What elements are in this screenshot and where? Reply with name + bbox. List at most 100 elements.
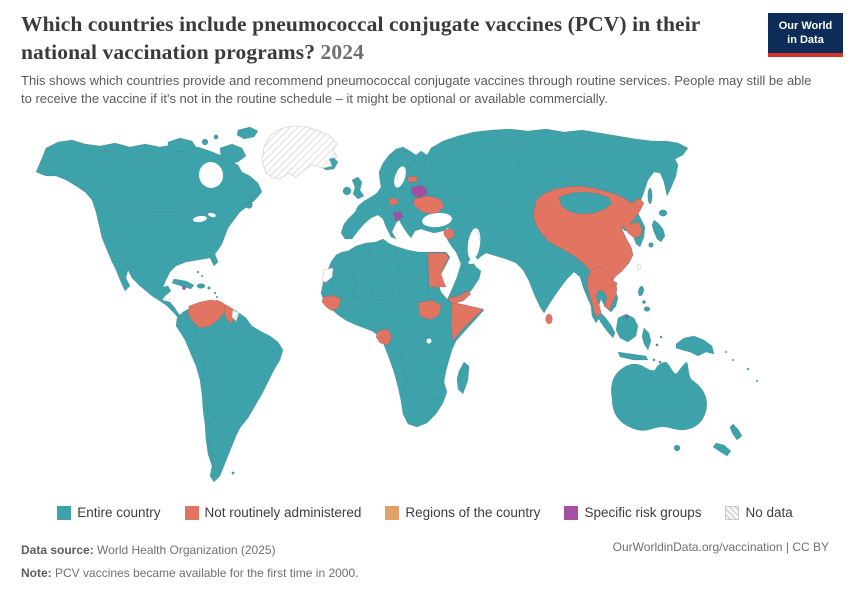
map-region-indochina[interactable] <box>586 265 618 319</box>
hudson-bay <box>198 162 224 188</box>
map-region-pacific-islands[interactable] <box>724 350 759 383</box>
map-region-australia[interactable] <box>611 361 708 431</box>
map-region-hainan[interactable] <box>612 281 618 287</box>
map-region-ukraine[interactable] <box>413 195 445 215</box>
map-legend: Entire country Not routinely administere… <box>0 505 850 520</box>
map-region-cuba[interactable] <box>171 278 195 290</box>
map-region-south-sudan[interactable] <box>417 299 442 321</box>
map-region-new-zealand-north[interactable] <box>729 423 743 441</box>
map-region-java[interactable] <box>617 351 649 361</box>
owid-logo-line1: Our World <box>778 20 833 32</box>
map-region-sakhalin[interactable] <box>647 187 653 205</box>
map-region-puerto-rico[interactable] <box>207 286 211 290</box>
map-region-arctic-island[interactable] <box>213 134 219 140</box>
no-data-layer <box>231 125 642 322</box>
legend-chip-not-routine <box>184 505 199 520</box>
map-region-taiwan[interactable] <box>636 263 642 271</box>
map-region-greenland[interactable] <box>261 125 338 180</box>
legend-label: Regions of the country <box>405 505 541 520</box>
legend-label: Specific risk groups <box>584 505 702 520</box>
legend-item-not-routine[interactable]: Not routinely administered <box>184 505 362 520</box>
legend-chip-no-data <box>725 505 740 520</box>
map-region-somalia[interactable] <box>450 301 484 342</box>
map-region-japan-kyushu[interactable] <box>648 242 654 248</box>
legend-item-entire-country[interactable]: Entire country <box>57 505 161 520</box>
legend-item-regions[interactable]: Regions of the country <box>385 505 540 520</box>
map-region-ireland[interactable] <box>342 186 352 196</box>
map-region-canadian-arctic-victoria[interactable] <box>167 137 197 153</box>
footer-link[interactable]: OurWorldinData.org/vaccination | CC BY <box>612 540 829 554</box>
data-source-label: Data source: <box>21 543 94 557</box>
legend-item-no-data[interactable]: No data <box>725 505 793 520</box>
legend-chip-risk-groups <box>564 505 579 520</box>
map-region-north-america[interactable] <box>35 139 263 321</box>
map-region-mongolia[interactable] <box>558 191 613 215</box>
map-region-hungary[interactable] <box>387 197 400 207</box>
note-value: PCV vaccines became available for the fi… <box>51 566 359 580</box>
owid-logo[interactable]: Our World in Data <box>768 13 843 57</box>
chart-title-text: Which countries include pneumococcal con… <box>21 12 701 64</box>
legend-label: Entire country <box>77 505 161 520</box>
data-source-line: Data source: World Health Organization (… <box>21 539 359 562</box>
legend-chip-regions <box>385 505 400 520</box>
map-region-brunei[interactable] <box>625 315 629 319</box>
map-region-sumatra[interactable] <box>596 310 616 339</box>
map-region-sulawesi[interactable] <box>641 327 652 351</box>
map-region-japan-hokkaido[interactable] <box>658 209 668 217</box>
lake-victoria <box>426 338 432 344</box>
map-region-new-guinea[interactable] <box>675 335 715 357</box>
map-region-bosnia[interactable] <box>392 210 404 222</box>
note-label: Note: <box>21 566 52 580</box>
map-region-china[interactable] <box>533 185 645 284</box>
map-region-syria[interactable] <box>443 227 456 241</box>
note-line: Note: PCV vaccines became available for … <box>21 562 359 585</box>
black-sea <box>422 212 452 228</box>
map-region-borneo[interactable] <box>615 313 639 343</box>
footer-left: Data source: World Health Organization (… <box>21 539 359 585</box>
map-region-suriname[interactable] <box>231 309 240 322</box>
map-region-venezuela[interactable] <box>187 299 227 329</box>
map-region-philippines-mindanao[interactable] <box>643 306 651 312</box>
map-region-united-kingdom[interactable] <box>351 176 365 200</box>
map-region-south-america[interactable] <box>175 301 284 483</box>
sea-layer <box>193 162 481 344</box>
map-region-western-sahara[interactable] <box>321 267 334 283</box>
map-region-arctic-island[interactable] <box>201 138 209 146</box>
map-region-jamaica[interactable] <box>182 286 186 290</box>
map-region-hispaniola[interactable] <box>196 283 206 289</box>
chart-title: Which countries include pneumococcal con… <box>21 11 745 66</box>
baltic-sea <box>394 166 406 188</box>
legend-label: Not routinely administered <box>204 505 362 520</box>
map-region-africa[interactable] <box>320 238 485 428</box>
legend-label: No data <box>745 505 793 520</box>
data-source-value: World Health Organization (2025) <box>93 543 276 557</box>
map-region-caribbean-islands[interactable] <box>196 270 219 303</box>
map-region-new-zealand-south[interactable] <box>712 442 732 457</box>
map-region-philippines-visayas[interactable] <box>642 300 646 304</box>
map-region-sri-lanka[interactable] <box>545 313 553 325</box>
chart-title-year: 2024 <box>320 39 364 64</box>
legend-item-risk-groups[interactable]: Specific risk groups <box>564 505 701 520</box>
map-region-gabon[interactable] <box>375 328 393 346</box>
great-lakes <box>208 212 216 218</box>
map-region-japan-honshu[interactable] <box>651 219 666 243</box>
map-region-philippines-luzon[interactable] <box>637 285 644 297</box>
map-region-egypt[interactable] <box>427 252 450 288</box>
land-layer <box>35 126 759 483</box>
map-region-canadian-arctic-ellesmere[interactable] <box>236 126 259 140</box>
category-layer <box>182 175 645 346</box>
map-region-belarus[interactable] <box>410 184 428 199</box>
caspian-sea <box>467 228 481 260</box>
map-region-guinea[interactable] <box>321 294 342 312</box>
map-region-estonia[interactable] <box>406 175 419 184</box>
map-region-falkland-islands[interactable] <box>231 471 235 475</box>
map-region-yemen[interactable] <box>447 290 472 305</box>
map-region-tasmania[interactable] <box>673 444 681 452</box>
owid-logo-line2: in Data <box>787 34 824 47</box>
map-region-newfoundland[interactable] <box>245 201 253 209</box>
legend-chip-entire-country <box>57 505 72 520</box>
map-region-canadian-arctic-baffin[interactable] <box>219 143 247 165</box>
map-region-madagascar[interactable] <box>456 361 470 395</box>
persian-gulf <box>468 257 478 265</box>
